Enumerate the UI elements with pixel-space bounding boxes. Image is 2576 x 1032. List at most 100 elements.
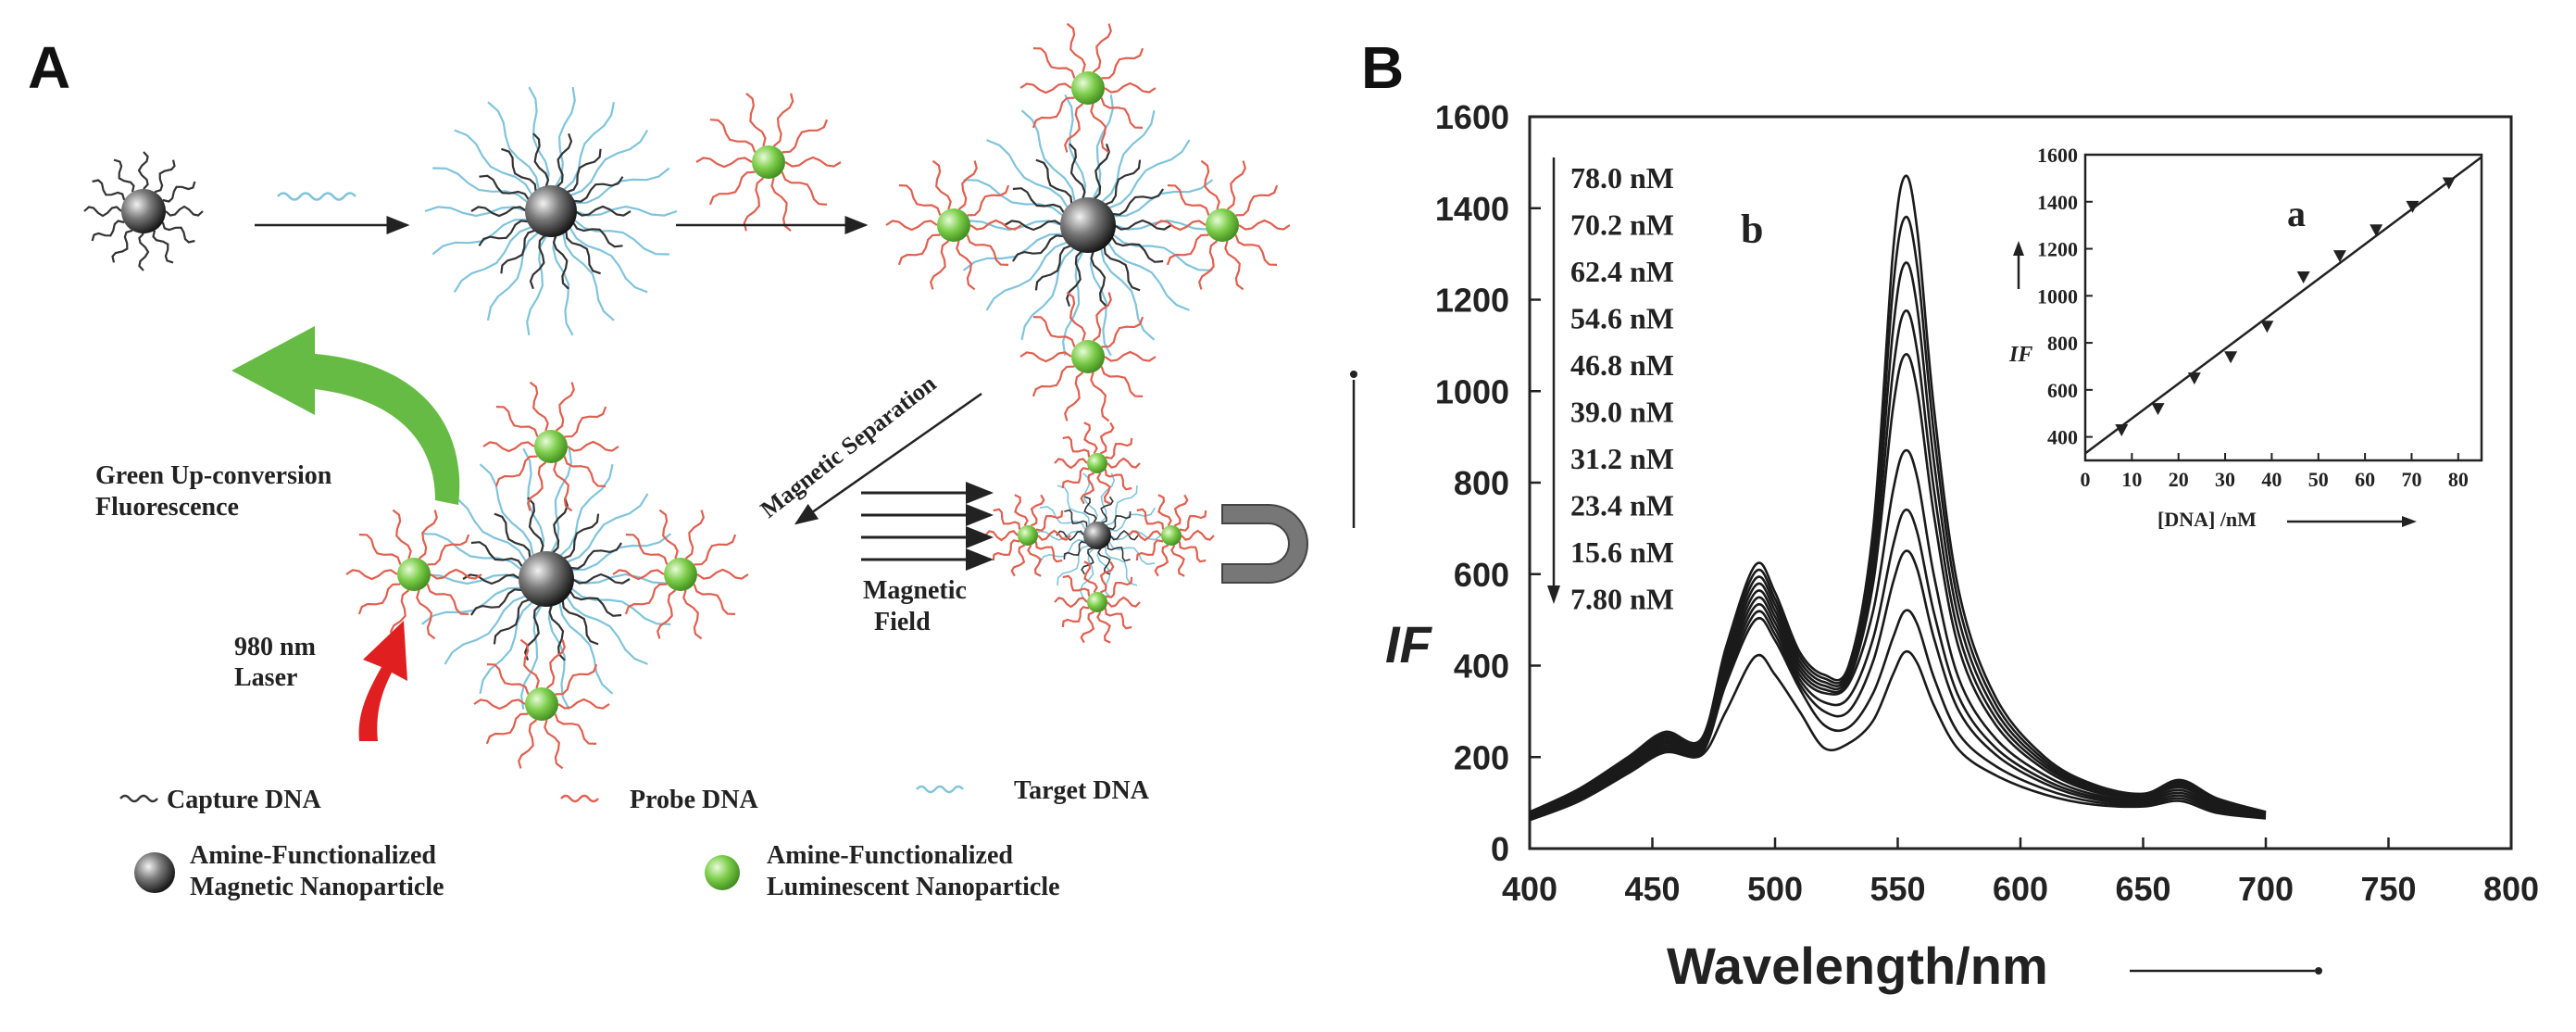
legend-magnetic-np-label-2: Magnetic Nanoparticle (190, 873, 444, 901)
inset-y-tick-label: 400 (2047, 426, 2078, 449)
y-tick-label: 200 (1454, 738, 1509, 776)
inset-y-tick-label: 600 (2047, 379, 2078, 402)
step5-probe-right-probe-strands (612, 509, 749, 640)
concentration-label: 78.0 nM (1570, 161, 1674, 195)
laser-arrow-icon (358, 621, 407, 741)
laser-label-2: Laser (234, 663, 297, 692)
x-tick-label: 800 (2483, 870, 2539, 908)
legend-target-swatch (915, 785, 965, 794)
panel-b-label: B (1361, 34, 1405, 101)
main-axis-ticks: 400 450 500 550 600 650 700 750 8000200400600800… (1435, 98, 2539, 908)
step2-magnetic-np (525, 185, 577, 237)
concentration-label: 39.0 nM (1570, 396, 1674, 429)
inset-data-point (2332, 250, 2346, 263)
y-axis-label-main: IF (1385, 615, 1433, 673)
step4-magnetic-np (1083, 522, 1111, 549)
inset-x-tick-label: 10 (2121, 468, 2142, 491)
concentration-label: 62.4 nM (1570, 255, 1674, 288)
y-tick-label: 1400 (1435, 190, 1509, 228)
step5-probe-left-probe-strands (345, 509, 482, 640)
panel-a: A (28, 22, 1308, 901)
step5-probe-top-probe-strands (482, 381, 619, 512)
free-probe-particle-probe-strands (695, 92, 842, 233)
step2-capture-strands (470, 132, 631, 290)
spectrum-curve-10 (1529, 649, 2267, 822)
green-fluorescence-arrow-icon (231, 326, 460, 505)
spectra-curves (1529, 174, 2267, 822)
inset-data-point (2296, 271, 2310, 283)
magnetic-separation-label: Magnetic Separation (756, 370, 942, 523)
legend-capture-label: Capture DNA (167, 786, 321, 814)
free-target-dna (277, 192, 356, 201)
step3-probe-top-probe-strands (1019, 22, 1157, 154)
inset-data-point (2187, 372, 2201, 385)
x-tick-label: 450 (1624, 870, 1680, 908)
step3-probe-right-probe-strands (1154, 159, 1291, 291)
inset-x-tick-label: 30 (2215, 468, 2235, 491)
concentration-label: 7.80 nM (1570, 583, 1674, 616)
x-axis-label: Wavelength/nm (1667, 937, 2048, 995)
spectrum-curve-9 (1529, 609, 2267, 821)
inset-x-arrow-head (2402, 516, 2417, 527)
y-tick-label: 600 (1454, 556, 1509, 594)
x-tick-label: 650 (2115, 870, 2170, 908)
y-tick-label: 0 (1491, 830, 1509, 868)
step3-probe-bottom (1071, 340, 1105, 373)
step3-probe-top (1071, 71, 1105, 105)
inset-y-tick-label: 1400 (2037, 191, 2078, 214)
inset-data-point (2406, 200, 2420, 213)
y-tick-label: 400 (1454, 648, 1509, 686)
inset-y-tick-label: 1600 (2037, 144, 2078, 167)
subpanel-a-label: a (2287, 193, 2306, 234)
green-fluorescence-label-2: Fluorescence (95, 493, 239, 522)
inset-axis-ticks: 0 10 20 30 40 50 60 70 80 400 600 800 1000 1200 1400 16… (2037, 144, 2469, 491)
legend-magnetic-np-label-1: Amine-Functionalized (190, 841, 436, 870)
step4-probe-top (1087, 453, 1107, 473)
concentration-label: 15.6 nM (1570, 535, 1674, 569)
magnet-icon (1221, 504, 1308, 584)
inset-x-tick-label: 20 (2169, 468, 2189, 491)
legend-luminescent-np-label-2: Luminescent Nanoparticle (767, 873, 1060, 901)
legend-probe-label: Probe DNA (630, 786, 758, 814)
inset-x-label: [DNA] /nM (2157, 508, 2257, 531)
step5-probe-left (397, 558, 431, 591)
inset-data-point (2151, 403, 2165, 416)
step5-probe-bottom (525, 687, 558, 721)
x-tick-label: 500 (1747, 870, 1803, 908)
step4-probe-left-probe-strands (984, 494, 1071, 577)
arrow-magnetic-separation (794, 392, 982, 525)
step3-probe-left-probe-strands (885, 159, 1022, 291)
step4-probe-bottom (1087, 592, 1107, 612)
concentration-label: 31.2 nM (1570, 442, 1674, 475)
step1-magnetic-np (121, 189, 166, 233)
inset-x-tick-label: 70 (2401, 468, 2421, 491)
inset-y-tick-label: 1000 (2037, 284, 2078, 308)
inset-x-tick-label: 80 (2448, 468, 2469, 491)
step4-probe-top-probe-strands (1054, 422, 1141, 505)
step1-capture-strands (83, 151, 204, 271)
y-tick-label: 800 (1454, 464, 1509, 502)
step4-capture-strands (1056, 496, 1139, 575)
inset-data-point (2115, 424, 2129, 436)
emission-spectra-chart: 400 450 500 550 600 650 700 750 8000200400600800… (1350, 98, 2539, 995)
inset-data-point (2370, 224, 2383, 237)
step5-probe-right (664, 558, 697, 591)
legend: Capture DNA Probe DNA Target DNA Amine-F… (119, 776, 1150, 901)
step5-target-strands (413, 447, 680, 711)
inset-y-arrow-head (2013, 241, 2024, 256)
green-fluorescence-label-1: Green Up-conversion (95, 461, 332, 490)
y-axis-arrow-head (1350, 371, 1357, 378)
inset-data-point (2260, 321, 2274, 334)
step4-probe-right-probe-strands (1128, 494, 1215, 577)
y-tick-label: 1600 (1435, 98, 1509, 136)
inset-y-tick-label: 1200 (2037, 238, 2078, 261)
legend-luminescent-np-label-1: Amine-Functionalized (767, 841, 1013, 870)
inset-data-points (2084, 156, 2482, 455)
schematic-diagram: Green Up-conversion Fluorescence 980 nm … (83, 22, 1308, 901)
inset-x-tick-label: 50 (2308, 468, 2329, 491)
step3-probe-right (1206, 208, 1239, 242)
inset-y-tick-label: 800 (2047, 332, 2078, 355)
magnetic-field-label-2: Field (874, 608, 931, 636)
concentration-list: 78.0 nM 70.2 nM 62.4 nM 54.6 nM 46.8 nM 39.0 … (1570, 161, 1674, 616)
concentration-arrow-head (1547, 585, 1560, 604)
